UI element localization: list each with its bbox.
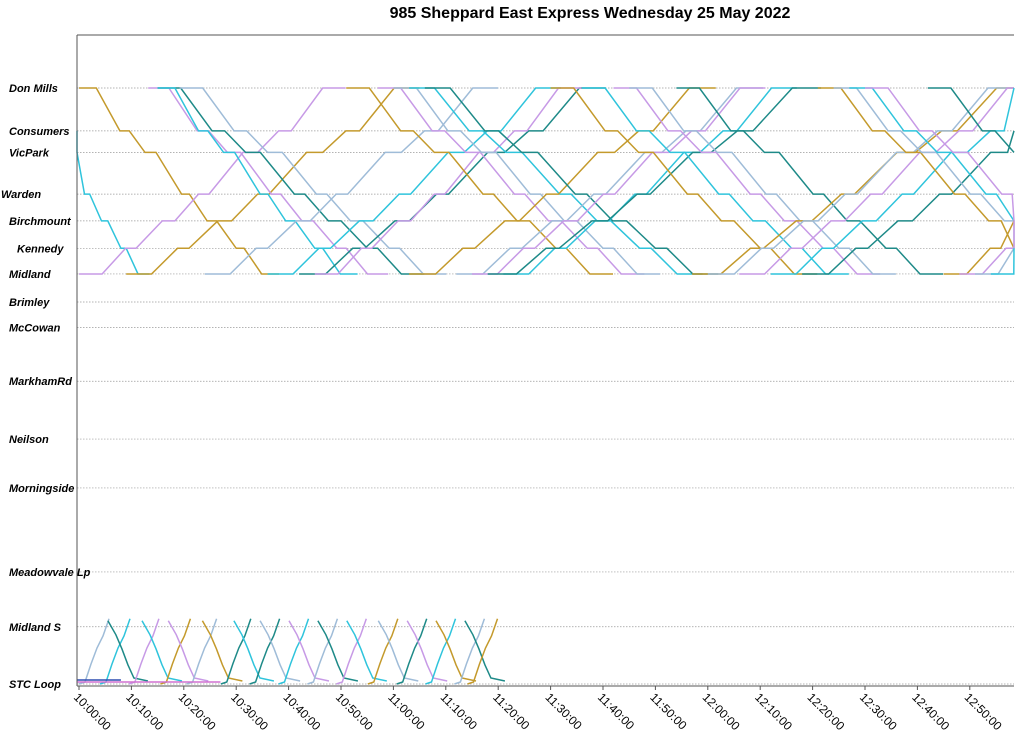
trip-line-upper bbox=[834, 88, 1014, 248]
x-tick-label: 11:40:00 bbox=[595, 690, 638, 733]
plot-axes bbox=[77, 35, 1014, 686]
stop-label: MarkhamRd bbox=[9, 376, 72, 388]
x-tick-label: 10:00:00 bbox=[71, 690, 114, 733]
trip-line-upper bbox=[126, 88, 419, 274]
x-tick-label: 12:10:00 bbox=[752, 690, 795, 733]
x-tick-label: 11:50:00 bbox=[647, 690, 690, 733]
stop-label: Kennedy bbox=[17, 243, 64, 255]
x-tick-label: 11:20:00 bbox=[490, 690, 533, 733]
x-tick-label: 10:50:00 bbox=[333, 690, 376, 733]
trip-line-lower bbox=[187, 619, 217, 684]
trip-line-upper bbox=[79, 88, 279, 274]
trip-line-upper bbox=[205, 88, 498, 274]
trip-line-lower bbox=[142, 621, 182, 681]
trip-line-upper bbox=[818, 88, 1014, 248]
x-tick-label: 12:00:00 bbox=[700, 690, 743, 733]
stop-label: Brimley bbox=[9, 297, 50, 309]
trip-line-lower bbox=[160, 619, 190, 684]
x-tick-label: 10:30:00 bbox=[228, 690, 271, 733]
stop-label: Birchmount bbox=[9, 216, 72, 228]
x-tick-label: 12:20:00 bbox=[804, 690, 847, 733]
trip-line-lower bbox=[221, 619, 251, 684]
trip-line-upper bbox=[158, 88, 425, 274]
trip-line-lower bbox=[202, 621, 242, 681]
stop-label: Consumers bbox=[9, 126, 70, 138]
stop-label: McCowan bbox=[9, 323, 61, 335]
x-tick-label: 12:30:00 bbox=[857, 690, 900, 733]
stop-label: Warden bbox=[1, 189, 41, 201]
x-tick-label: 11:10:00 bbox=[438, 690, 481, 733]
trip-line-lower bbox=[234, 621, 274, 681]
x-tick-label: 10:20:00 bbox=[176, 690, 219, 733]
trip-line-lower bbox=[100, 619, 130, 684]
trip-line-upper bbox=[315, 88, 582, 274]
trip-line-upper bbox=[299, 88, 606, 274]
stop-label: Midland bbox=[9, 269, 51, 281]
trip-line-upper bbox=[393, 88, 660, 274]
trip-line-upper bbox=[551, 88, 818, 274]
trip-line-upper bbox=[582, 88, 849, 274]
trip-line-upper bbox=[629, 88, 896, 274]
vehicle-trip-lines bbox=[77, 88, 1014, 684]
stop-label: Neilson bbox=[9, 434, 49, 446]
stop-label: STC Loop bbox=[9, 679, 61, 691]
stop-label: Don Mills bbox=[9, 83, 58, 95]
x-tick-label: 11:30:00 bbox=[542, 690, 585, 733]
trip-line-upper bbox=[268, 88, 561, 274]
chart-title: 985 Sheppard East Express Wednesday 25 M… bbox=[390, 5, 791, 22]
stop-label: Midland S bbox=[9, 622, 62, 634]
time-tick-labels: 10:00:00 10:10:00 10:20:00 10:30:00 10:40:00… bbox=[71, 686, 1005, 733]
x-tick-label: 12:50:00 bbox=[962, 690, 1005, 733]
stop-label: Meadowvale Lp bbox=[9, 567, 91, 579]
stop-label: VicPark bbox=[9, 147, 50, 159]
trip-line-upper bbox=[959, 221, 1014, 274]
trip-line-upper bbox=[148, 88, 388, 274]
trip-line-lower bbox=[108, 621, 148, 681]
x-tick-label: 10:10:00 bbox=[123, 690, 166, 733]
trip-line-lower bbox=[468, 619, 498, 684]
trip-line-upper bbox=[378, 88, 645, 274]
x-tick-label: 11:00:00 bbox=[385, 690, 428, 733]
trip-line-lower bbox=[129, 619, 159, 684]
stop-label: Morningside bbox=[9, 483, 74, 495]
trip-line-upper bbox=[928, 88, 1014, 152]
x-tick-label: 10:40:00 bbox=[280, 690, 323, 733]
x-tick-label: 12:40:00 bbox=[909, 690, 952, 733]
trip-line-lower bbox=[168, 621, 208, 681]
trip-line-upper bbox=[676, 88, 943, 274]
trip-line-lower bbox=[79, 619, 109, 684]
